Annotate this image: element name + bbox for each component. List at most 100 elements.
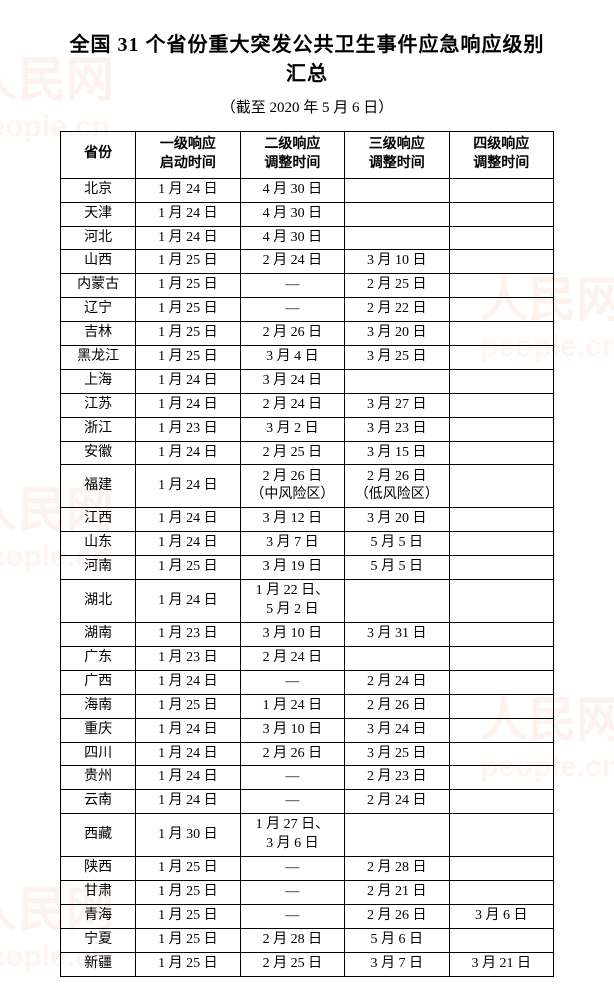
cell-date: 5 月 5 日 [345, 556, 449, 580]
table-row: 青海1 月 25 日—2 月 26 日3 月 6 日 [61, 905, 554, 929]
cell-province: 宁夏 [61, 928, 136, 952]
cell-date: — [240, 881, 344, 905]
cell-date: 1 月 25 日 [136, 905, 240, 929]
cell-province: 上海 [61, 369, 136, 393]
table-header-row: 省份 一级响应启动时间 二级响应调整时间 三级响应调整时间 四级响应调整时间 [61, 132, 554, 179]
cell-province: 安徽 [61, 441, 136, 465]
cell-province: 山西 [61, 250, 136, 274]
cell-date: 1 月 24 日 [136, 369, 240, 393]
cell-province: 山东 [61, 532, 136, 556]
cell-date: 1 月 23 日 [136, 647, 240, 671]
cell-province: 海南 [61, 694, 136, 718]
cell-date [449, 766, 553, 790]
cell-date [449, 694, 553, 718]
cell-province: 广西 [61, 670, 136, 694]
cell-date: 2 月 25 日 [240, 441, 344, 465]
cell-date: — [240, 274, 344, 298]
cell-date: 2 月 28 日 [240, 928, 344, 952]
cell-date: 1 月 25 日 [136, 250, 240, 274]
col-level3: 三级响应调整时间 [345, 132, 449, 179]
col-level1: 一级响应启动时间 [136, 132, 240, 179]
cell-date [449, 928, 553, 952]
cell-date [449, 580, 553, 623]
cell-date: 1 月 24 日 [136, 393, 240, 417]
cell-date [449, 202, 553, 226]
cell-date [449, 250, 553, 274]
table-row: 湖北1 月 24 日1 月 22 日、5 月 2 日 [61, 580, 554, 623]
cell-date: 4 月 30 日 [240, 226, 344, 250]
cell-date: 3 月 27 日 [345, 393, 449, 417]
cell-date: 1 月 24 日 [136, 580, 240, 623]
col-level4: 四级响应调整时间 [449, 132, 553, 179]
cell-date: 3 月 2 日 [240, 417, 344, 441]
cell-province: 新疆 [61, 952, 136, 976]
table-row: 河北1 月 24 日4 月 30 日 [61, 226, 554, 250]
cell-date: 2 月 26 日（低风险区） [345, 465, 449, 508]
table-row: 江苏1 月 24 日2 月 24 日3 月 27 日 [61, 393, 554, 417]
cell-date [449, 417, 553, 441]
cell-date: — [240, 857, 344, 881]
cell-date: 3 月 20 日 [345, 322, 449, 346]
cell-province: 河南 [61, 556, 136, 580]
cell-date: 5 月 5 日 [345, 532, 449, 556]
cell-province: 天津 [61, 202, 136, 226]
cell-date [449, 465, 553, 508]
table-row: 河南1 月 25 日3 月 19 日5 月 5 日 [61, 556, 554, 580]
cell-date: 2 月 24 日 [345, 790, 449, 814]
cell-date: 1 月 25 日 [136, 881, 240, 905]
cell-date [449, 881, 553, 905]
table-row: 福建1 月 24 日2 月 26 日（中风险区）2 月 26 日（低风险区） [61, 465, 554, 508]
cell-province: 江苏 [61, 393, 136, 417]
cell-date [449, 274, 553, 298]
cell-date: 3 月 4 日 [240, 346, 344, 370]
cell-date: 1 月 25 日 [136, 556, 240, 580]
cell-date: 1 月 22 日、5 月 2 日 [240, 580, 344, 623]
cell-date: 1 月 24 日 [136, 226, 240, 250]
response-level-table: 省份 一级响应启动时间 二级响应调整时间 三级响应调整时间 四级响应调整时间 北… [60, 131, 554, 977]
table-row: 广西1 月 24 日—2 月 24 日 [61, 670, 554, 694]
cell-date [449, 647, 553, 671]
table-row: 海南1 月 25 日1 月 24 日2 月 26 日 [61, 694, 554, 718]
cell-date [449, 508, 553, 532]
table-row: 湖南1 月 23 日3 月 10 日3 月 31 日 [61, 623, 554, 647]
cell-province: 四川 [61, 742, 136, 766]
page-title: 全国 31 个省份重大突发公共卫生事件应急响应级别汇总 [60, 28, 554, 86]
cell-date [449, 178, 553, 202]
cell-date: 3 月 24 日 [345, 718, 449, 742]
cell-date: 1 月 30 日 [136, 814, 240, 857]
cell-date: 3 月 10 日 [345, 250, 449, 274]
page-subtitle: （截至 2020 年 5 月 6 日） [60, 96, 554, 117]
table-row: 云南1 月 24 日—2 月 24 日 [61, 790, 554, 814]
cell-province: 广东 [61, 647, 136, 671]
cell-date: — [240, 766, 344, 790]
cell-province: 北京 [61, 178, 136, 202]
cell-date: — [240, 790, 344, 814]
table-row: 北京1 月 24 日4 月 30 日 [61, 178, 554, 202]
cell-date: 3 月 25 日 [345, 346, 449, 370]
cell-province: 西藏 [61, 814, 136, 857]
cell-date [345, 178, 449, 202]
table-row: 甘肃1 月 25 日—2 月 21 日 [61, 881, 554, 905]
cell-date: — [240, 298, 344, 322]
cell-date: 2 月 25 日 [345, 274, 449, 298]
cell-date [449, 814, 553, 857]
col-level2: 二级响应调整时间 [240, 132, 344, 179]
cell-province: 河北 [61, 226, 136, 250]
cell-date: 1 月 24 日 [136, 742, 240, 766]
cell-date: 3 月 6 日 [449, 905, 553, 929]
cell-date: 1 月 25 日 [136, 928, 240, 952]
cell-date [449, 790, 553, 814]
table-row: 山西1 月 25 日2 月 24 日3 月 10 日 [61, 250, 554, 274]
cell-date: 1 月 24 日 [136, 766, 240, 790]
table-row: 吉林1 月 25 日2 月 26 日3 月 20 日 [61, 322, 554, 346]
cell-date: 1 月 25 日 [136, 274, 240, 298]
cell-date: 3 月 23 日 [345, 417, 449, 441]
table-row: 重庆1 月 24 日3 月 10 日3 月 24 日 [61, 718, 554, 742]
cell-date [449, 623, 553, 647]
cell-province: 内蒙古 [61, 274, 136, 298]
cell-date: 2 月 24 日 [240, 647, 344, 671]
cell-date: 4 月 30 日 [240, 178, 344, 202]
table-row: 辽宁1 月 25 日—2 月 22 日 [61, 298, 554, 322]
cell-date: 5 月 6 日 [345, 928, 449, 952]
cell-date: 1 月 24 日 [136, 670, 240, 694]
